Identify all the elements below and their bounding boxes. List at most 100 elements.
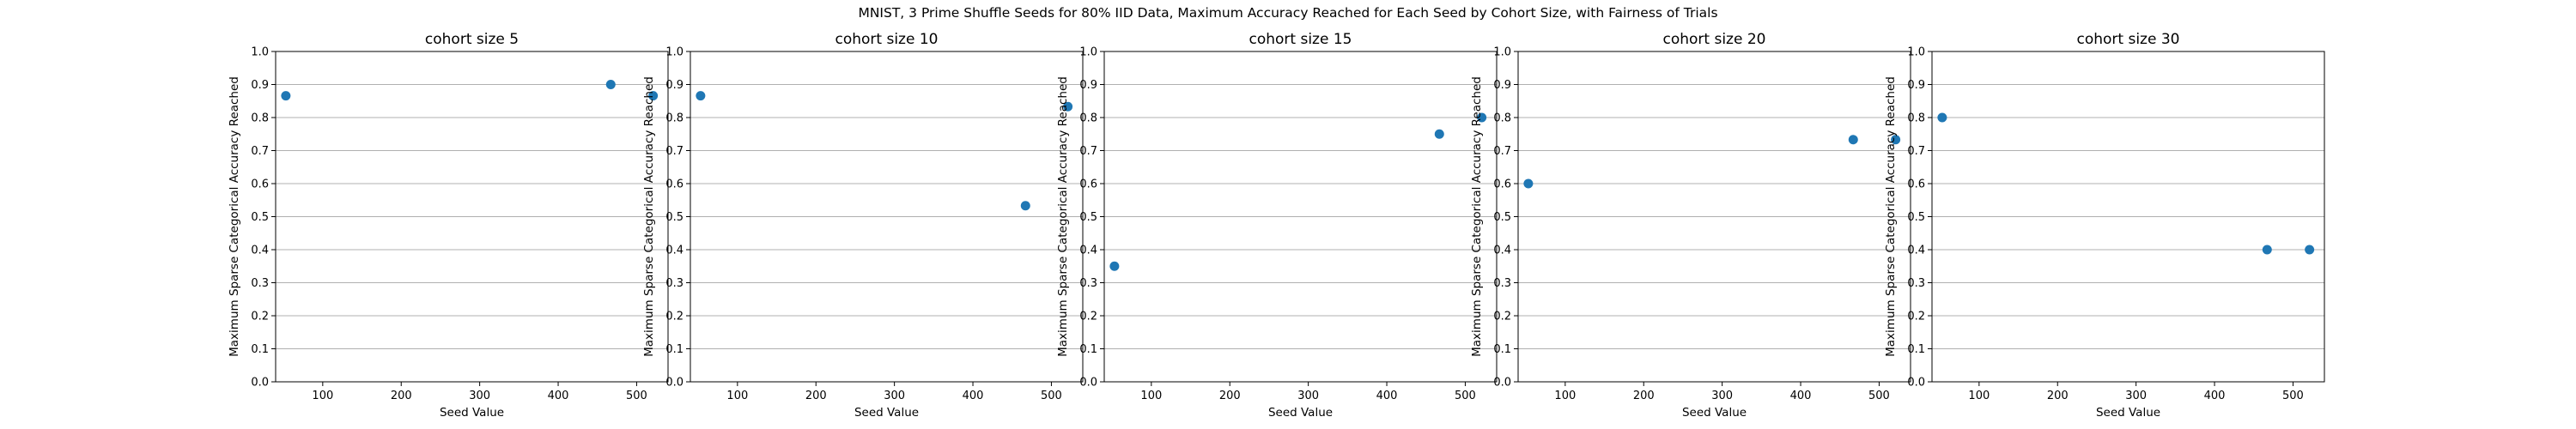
- x-tick-label: 200: [1633, 390, 1655, 402]
- y-tick-label: 0.4: [1079, 245, 1097, 257]
- subplot-title: cohort size 20: [1663, 31, 1766, 48]
- y-tick-label: 0.4: [1907, 245, 1925, 257]
- x-tick-label: 400: [1790, 390, 1812, 402]
- y-tick-label: 0.6: [665, 178, 683, 191]
- x-tick-label: 500: [1455, 390, 1476, 402]
- y-tick-label: 0.9: [1493, 79, 1511, 92]
- subplot-5: 0.0 0.1 0.2 0.3 0.4 0.5 0.6 0.7 0.8 0.9 1.0 100 200 3…: [1884, 31, 2325, 420]
- subplot-2: 0.0 0.1 0.2 0.3 0.4 0.5 0.6 0.7 0.8 0.9 1.0 100 200 3…: [642, 31, 1084, 420]
- x-axis-label: Seed Value: [440, 406, 504, 420]
- x-tick-label: 500: [1868, 390, 1890, 402]
- x-tick-label: 300: [1297, 390, 1319, 402]
- y-tick-label: 0.8: [665, 112, 683, 125]
- y-tick-label: 0.3: [251, 277, 269, 290]
- x-tick-label: 100: [726, 390, 748, 402]
- y-tick-label: 0.0: [665, 377, 683, 390]
- x-tick-label: 100: [1140, 390, 1162, 402]
- subplot-title: cohort size 5: [425, 31, 519, 48]
- y-tick-label: 0.3: [1079, 277, 1097, 290]
- y-tick-label: 0.7: [665, 145, 683, 158]
- y-tick-label: 0.1: [1493, 343, 1511, 356]
- y-tick-label: 0.1: [251, 343, 269, 356]
- x-tick-label: 200: [805, 390, 827, 402]
- data-point: [1848, 135, 1858, 145]
- y-tick-label: 0.0: [1907, 377, 1925, 390]
- y-tick-label: 0.2: [1079, 311, 1097, 323]
- y-tick-label: 0.9: [1079, 79, 1097, 92]
- x-tick-label: 400: [2204, 390, 2226, 402]
- data-point: [2262, 245, 2272, 255]
- y-tick-label: 0.6: [1493, 178, 1511, 191]
- y-tick-label: 0.0: [251, 377, 269, 390]
- y-tick-label: 0.0: [1079, 377, 1097, 390]
- y-tick-label: 0.9: [251, 79, 269, 92]
- y-tick-label: 0.1: [1079, 343, 1097, 356]
- y-axis-label: Maximum Sparse Categorical Accuracy Reac…: [642, 76, 656, 357]
- y-tick-label: 0.3: [665, 277, 683, 290]
- data-point: [1891, 135, 1901, 145]
- y-tick-label: 0.3: [1493, 277, 1511, 290]
- y-tick-label: 0.9: [1907, 79, 1925, 92]
- y-tick-label: 0.2: [251, 311, 269, 323]
- data-point: [605, 80, 616, 89]
- y-tick-label: 0.2: [1493, 311, 1511, 323]
- data-point: [1063, 101, 1073, 112]
- y-tick-label: 0.5: [251, 211, 269, 224]
- y-tick-label: 0.4: [665, 245, 683, 257]
- subplot-title: cohort size 30: [2077, 31, 2180, 48]
- y-tick-label: 0.5: [1907, 211, 1925, 224]
- y-tick-label: 0.6: [1079, 178, 1097, 191]
- y-tick-label: 0.1: [665, 343, 683, 356]
- y-tick-label: 0.6: [251, 178, 269, 191]
- x-axis-label: Seed Value: [2096, 406, 2160, 420]
- data-point: [1477, 112, 1487, 123]
- subplot-title: cohort size 15: [1249, 31, 1352, 48]
- y-tick-label: 0.7: [251, 145, 269, 158]
- y-axis-label: Maximum Sparse Categorical Accuracy Reac…: [1884, 76, 1898, 357]
- x-axis-label: Seed Value: [1268, 406, 1333, 420]
- y-tick-label: 0.7: [1907, 145, 1925, 158]
- x-tick-label: 300: [469, 390, 490, 402]
- data-point: [1434, 129, 1444, 139]
- y-tick-label: 0.4: [251, 245, 269, 257]
- y-axis-label: Maximum Sparse Categorical Accuracy Reac…: [1056, 76, 1070, 357]
- x-tick-label: 500: [626, 390, 647, 402]
- y-tick-label: 0.8: [1907, 112, 1925, 125]
- subplot-3: 0.0 0.1 0.2 0.3 0.4 0.5 0.6 0.7 0.8 0.9 1.0 100 200 3…: [1056, 31, 1498, 420]
- subplots: 0.0 0.1 0.2 0.3 0.4 0.5 0.6 0.7 0.8 0.9 1.0 100 200 3…: [228, 31, 2325, 420]
- x-tick-label: 200: [2047, 390, 2069, 402]
- subplot-title: cohort size 10: [835, 31, 939, 48]
- data-point: [2305, 245, 2315, 255]
- data-point: [281, 91, 291, 101]
- y-tick-label: 1.0: [1079, 46, 1097, 59]
- y-tick-label: 0.0: [1493, 377, 1511, 390]
- x-tick-label: 400: [963, 390, 984, 402]
- data-point: [1937, 112, 1947, 123]
- x-axis-label: Seed Value: [854, 406, 919, 420]
- x-tick-label: 200: [1219, 390, 1241, 402]
- y-tick-label: 1.0: [1493, 46, 1511, 59]
- y-tick-label: 0.8: [1493, 112, 1511, 125]
- y-tick-label: 1.0: [1907, 46, 1925, 59]
- x-tick-label: 100: [1554, 390, 1576, 402]
- y-tick-label: 0.2: [665, 311, 683, 323]
- x-tick-label: 400: [1376, 390, 1398, 402]
- data-point: [1020, 201, 1030, 211]
- x-tick-label: 100: [1968, 390, 1990, 402]
- x-tick-label: 500: [1041, 390, 1062, 402]
- subplot-4: 0.0 0.1 0.2 0.3 0.4 0.5 0.6 0.7 0.8 0.9 1.0 100 200 3…: [1470, 31, 1911, 420]
- y-axis-label: Maximum Sparse Categorical Accuracy Reac…: [1470, 76, 1484, 357]
- y-tick-label: 0.1: [1907, 343, 1925, 356]
- y-tick-label: 0.8: [1079, 112, 1097, 125]
- y-tick-label: 0.7: [1493, 145, 1511, 158]
- data-point: [1523, 178, 1534, 189]
- x-tick-label: 200: [391, 390, 412, 402]
- x-tick-label: 400: [548, 390, 569, 402]
- y-tick-label: 0.8: [251, 112, 269, 125]
- y-tick-label: 0.6: [1907, 178, 1925, 191]
- y-tick-label: 0.5: [665, 211, 683, 224]
- y-axis-label: Maximum Sparse Categorical Accuracy Reac…: [228, 76, 241, 357]
- data-point: [648, 91, 659, 101]
